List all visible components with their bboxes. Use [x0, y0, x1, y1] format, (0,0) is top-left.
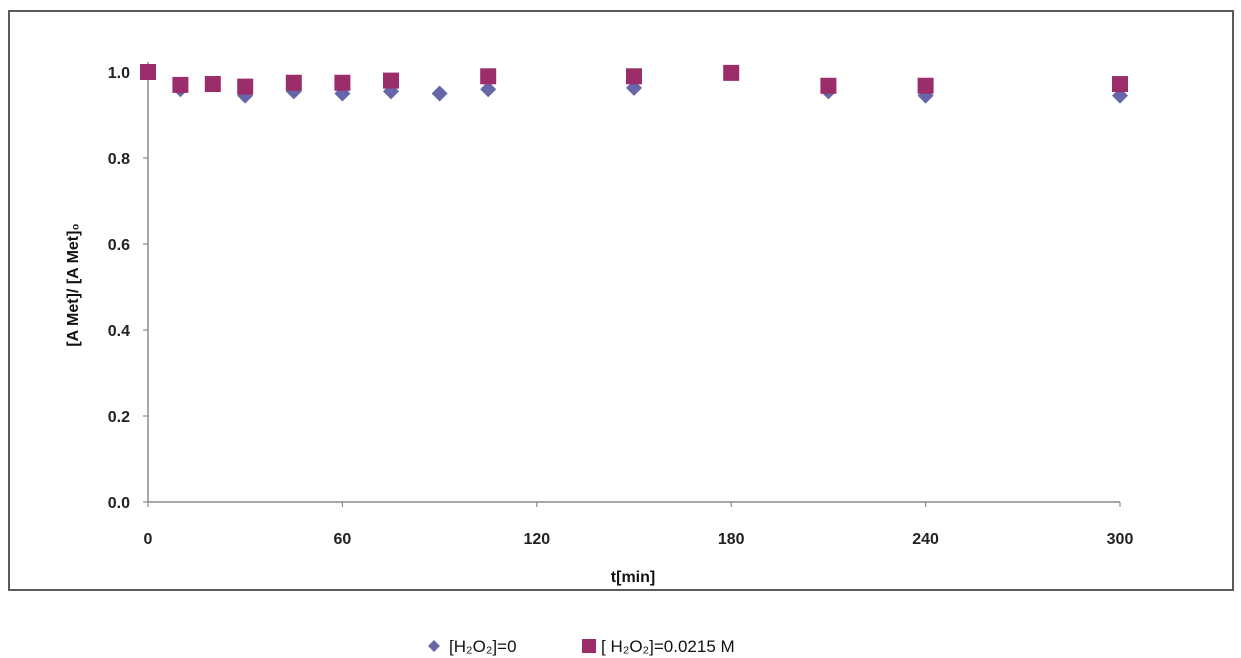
- legend-square-icon: [582, 639, 596, 653]
- diamond-point: [431, 85, 448, 102]
- chart-frame: [8, 10, 1234, 591]
- square-point: [334, 74, 351, 91]
- square-point: [204, 76, 221, 93]
- square-point: [1112, 76, 1128, 93]
- legend-label: [ H₂O₂]=0.0215 M: [601, 637, 735, 656]
- y-tick-label: 0.8: [108, 151, 130, 168]
- legend-diamond-icon: [428, 640, 440, 652]
- square-point: [237, 78, 254, 95]
- square-point: [383, 72, 399, 89]
- x-tick-label: 240: [912, 531, 939, 548]
- y-tick-label: 0.6: [108, 237, 130, 254]
- y-tick-label: 0.4: [108, 323, 130, 340]
- x-tick-label: 120: [523, 531, 550, 548]
- legend: [H₂O₂]=0 [ H₂O₂]=0.0215 M: [428, 637, 735, 656]
- x-axis-title: t[min]: [611, 569, 655, 586]
- square-point: [140, 64, 156, 80]
- y-axis-title: [A Met]/ [A Met]₀: [65, 223, 82, 346]
- square-point: [723, 64, 740, 81]
- square-point: [820, 77, 837, 94]
- x-tick-label: 60: [334, 531, 352, 548]
- tick-labels: 0.0 0.2 0.4 0.6 0.8 1.0 0 60 120 180 240 300: [108, 65, 1134, 548]
- y-tick-label: 0.2: [108, 409, 130, 426]
- data-points: [140, 64, 1128, 104]
- x-tick-label: 180: [718, 531, 745, 548]
- x-tick-label: 0: [144, 531, 153, 548]
- square-point: [172, 76, 189, 93]
- y-tick-label: 0.0: [108, 495, 130, 512]
- square-point: [917, 77, 934, 94]
- x-tick-label: 300: [1107, 531, 1134, 548]
- y-tick-label: 1.0: [108, 65, 130, 82]
- square-point: [480, 68, 497, 85]
- legend-label: [H₂O₂]=0: [449, 637, 517, 656]
- square-point: [285, 74, 302, 91]
- diamond-point: [480, 81, 497, 98]
- axes: [143, 62, 1121, 507]
- square-point: [626, 68, 642, 85]
